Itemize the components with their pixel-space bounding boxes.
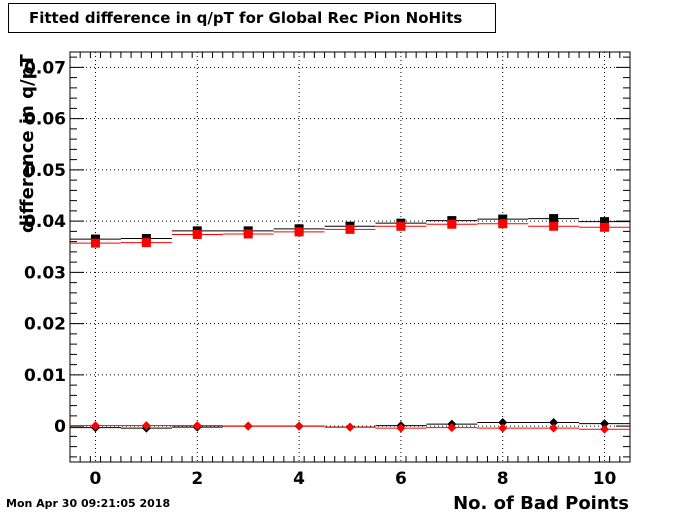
plot-border bbox=[69, 51, 631, 463]
data-point-square bbox=[549, 221, 559, 231]
data-point-diamond bbox=[345, 422, 355, 432]
data-point-diamond bbox=[600, 424, 610, 434]
y-tick-label: 0.05 bbox=[24, 161, 66, 181]
x-tick-label: 4 bbox=[293, 469, 305, 489]
y-axis-title: difference in q/pT bbox=[17, 54, 38, 233]
y-tick-label: 0.07 bbox=[24, 58, 66, 78]
data-point-diamond bbox=[447, 423, 457, 433]
data-point-diamond bbox=[549, 418, 559, 428]
data-point-square bbox=[549, 214, 559, 224]
data-point-diamond bbox=[294, 421, 304, 431]
data-point-diamond bbox=[600, 419, 610, 429]
x-axis-title: No. of Bad Points bbox=[453, 493, 629, 514]
data-point-diamond bbox=[549, 423, 559, 433]
y-tick-label: 0.01 bbox=[24, 366, 66, 386]
chart-title-box: Fitted difference in q/pT for Global Rec… bbox=[8, 3, 496, 33]
data-point-diamond bbox=[192, 421, 202, 431]
x-tick-label: 10 bbox=[593, 469, 617, 489]
x-tick-label: 0 bbox=[90, 469, 102, 489]
chart-title: Fitted difference in q/pT for Global Rec… bbox=[29, 9, 463, 27]
data-series-2 bbox=[70, 219, 630, 248]
x-tick-label: 2 bbox=[191, 469, 203, 489]
data-point-diamond bbox=[90, 421, 100, 431]
data-point-square bbox=[600, 217, 610, 227]
timestamp: Mon Apr 30 09:21:05 2018 bbox=[6, 497, 171, 510]
x-tick-label: 6 bbox=[395, 469, 407, 489]
data-markers bbox=[70, 214, 630, 434]
data-point-square bbox=[600, 222, 610, 232]
x-tick-label: 8 bbox=[497, 469, 509, 489]
data-point-square bbox=[498, 214, 508, 224]
data-point-square bbox=[294, 227, 304, 237]
data-point-diamond bbox=[243, 421, 253, 431]
plot-frame bbox=[69, 51, 631, 463]
y-tick-label: 0.06 bbox=[24, 110, 66, 130]
data-point-square bbox=[447, 219, 457, 229]
data-point-square bbox=[498, 219, 508, 229]
data-point-square bbox=[396, 221, 406, 231]
data-point-square bbox=[141, 238, 151, 248]
y-tick-label: 0 bbox=[54, 417, 66, 437]
data-point-diamond bbox=[141, 421, 151, 431]
data-point-diamond bbox=[498, 423, 508, 433]
data-series-4 bbox=[70, 421, 630, 434]
data-point-diamond bbox=[396, 423, 406, 433]
data-point-square bbox=[243, 229, 253, 239]
y-tick-label: 0.02 bbox=[24, 315, 66, 335]
grid-lines bbox=[70, 52, 630, 462]
data-point-square bbox=[90, 238, 100, 248]
data-point-square bbox=[345, 224, 355, 234]
y-tick-label: 0.04 bbox=[24, 212, 66, 232]
y-tick-label: 0.03 bbox=[24, 263, 66, 283]
data-point-diamond bbox=[498, 418, 508, 428]
data-point-square bbox=[192, 229, 202, 239]
axis-ticks: 0 2 4 6 8 10 0 0.01 0.02 0.03 0.04 0.05 0.06 0.07 bbox=[24, 52, 631, 489]
